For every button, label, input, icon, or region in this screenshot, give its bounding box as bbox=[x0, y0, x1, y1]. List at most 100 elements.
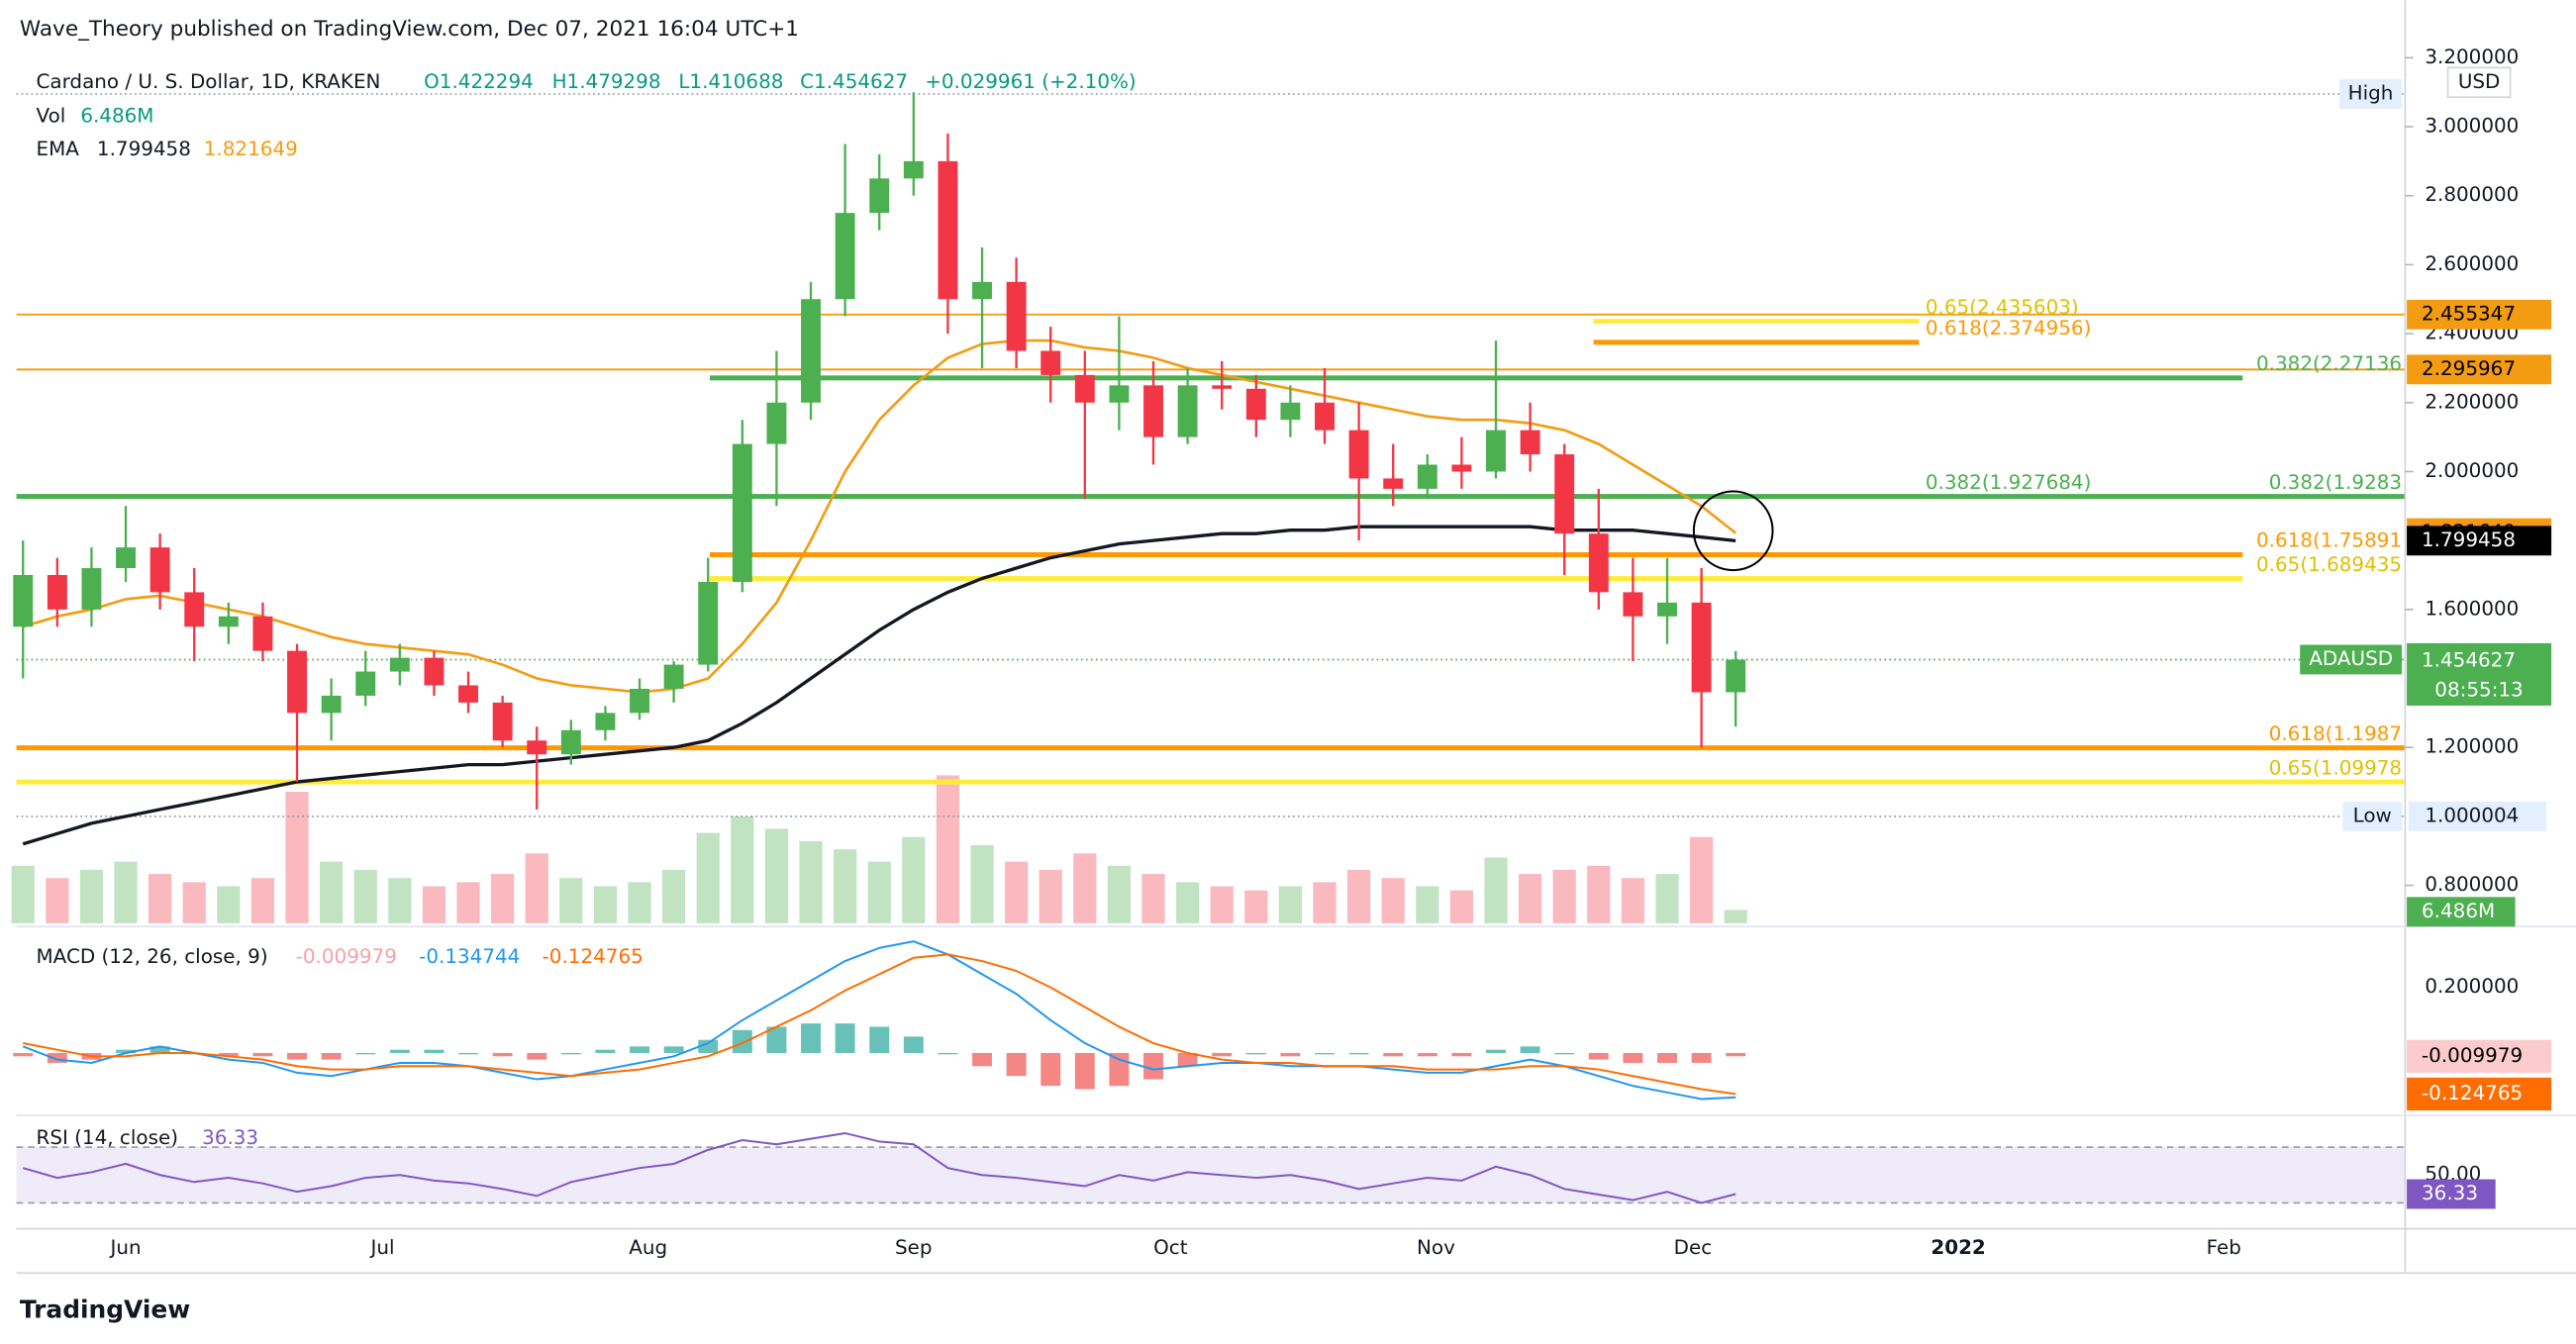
macd-hist-bar bbox=[560, 1052, 581, 1055]
macd-hist-bar bbox=[1143, 1052, 1163, 1080]
annotation-circle bbox=[1692, 490, 1774, 572]
macd-signal bbox=[23, 953, 1736, 1096]
volume-bar bbox=[217, 886, 241, 923]
level-label: 0.65(1.09978 bbox=[2269, 756, 2402, 779]
level-label: 0.382(1.9283 bbox=[2269, 471, 2402, 494]
candle-body bbox=[424, 657, 445, 686]
volume-bar bbox=[1655, 874, 1679, 923]
macd-hist-bar bbox=[13, 1052, 34, 1057]
candle-body bbox=[389, 657, 410, 672]
volume-bar bbox=[114, 861, 138, 923]
candle-body bbox=[149, 547, 170, 593]
y-tick-label: 1.200000 bbox=[2425, 735, 2519, 758]
y-tick-label: 2.800000 bbox=[2425, 183, 2519, 206]
candle-body bbox=[355, 671, 376, 696]
candle-body bbox=[1074, 374, 1095, 403]
candle-body bbox=[560, 729, 581, 755]
macd-hist-bar bbox=[1451, 1052, 1472, 1057]
x-tick-label: Aug bbox=[629, 1236, 667, 1259]
volume-bar bbox=[1484, 857, 1508, 923]
candle-body bbox=[1245, 388, 1266, 421]
macd-hist-bar bbox=[321, 1052, 342, 1060]
vol-value: 6.486M bbox=[80, 105, 153, 128]
volume-bar bbox=[456, 882, 480, 923]
candle-body bbox=[1383, 478, 1404, 489]
price-badge: 2.455347 bbox=[2422, 302, 2516, 325]
y-tick-label: 0.800000 bbox=[2425, 873, 2519, 896]
ema-slow bbox=[22, 525, 1736, 846]
volume-bar bbox=[593, 886, 618, 923]
macd-hist-bar bbox=[1212, 1052, 1233, 1057]
x-tick-label: Dec bbox=[1674, 1236, 1713, 1259]
rsi-value: 36.33 bbox=[202, 1126, 258, 1149]
volume-bar bbox=[250, 878, 275, 923]
candle-body bbox=[1554, 454, 1575, 534]
symbol-badge: ADAUSD bbox=[2309, 647, 2393, 670]
macd-hist-bar bbox=[1691, 1052, 1712, 1063]
rsi-badge-bg bbox=[2407, 1179, 2496, 1209]
volume-bar bbox=[1724, 910, 1747, 923]
macd-signal-value: -0.124765 bbox=[543, 945, 644, 968]
macd-hist-bar bbox=[1040, 1052, 1061, 1087]
macd-hist-bar bbox=[1109, 1052, 1130, 1087]
level-label: 0.618(2.374956) bbox=[1926, 317, 2092, 339]
volume-bar bbox=[628, 882, 651, 923]
macd-hist-bar bbox=[1245, 1052, 1266, 1055]
ema-value: 1.821649 bbox=[204, 138, 298, 160]
level-label: 0.618(1.75891 bbox=[2256, 529, 2402, 552]
candle-body bbox=[81, 568, 102, 610]
volume-bar bbox=[1039, 869, 1062, 923]
macd-hist-bar bbox=[1623, 1052, 1643, 1063]
y-tick-label: 2.000000 bbox=[2425, 459, 2519, 482]
low-label: Low bbox=[2353, 804, 2392, 826]
volume-bar bbox=[1449, 890, 1474, 923]
macd-hist-bar bbox=[527, 1052, 547, 1060]
volume-bar bbox=[1313, 882, 1337, 923]
macd-badge-bg bbox=[2407, 1077, 2552, 1110]
volume-bar bbox=[1210, 886, 1234, 923]
macd-hist-bar bbox=[1554, 1052, 1575, 1055]
ema-value: 1.799458 bbox=[97, 138, 191, 160]
y-tick-label: 3.000000 bbox=[2425, 115, 2519, 138]
x-tick-label: Jul bbox=[369, 1236, 395, 1259]
macd-hist-bar bbox=[1486, 1049, 1506, 1053]
x-tick-label: Nov bbox=[1417, 1236, 1455, 1259]
volume-bar bbox=[833, 849, 857, 923]
x-tick-label: 2022 bbox=[1931, 1236, 1985, 1259]
currency-bg bbox=[2446, 66, 2512, 99]
macd-hist-bar bbox=[1006, 1052, 1027, 1077]
volume-bar bbox=[1381, 878, 1405, 923]
volume-bar bbox=[1689, 836, 1714, 923]
macd-hist-bar bbox=[1383, 1052, 1404, 1057]
candle-body bbox=[47, 574, 67, 610]
volume-bar bbox=[1004, 861, 1029, 923]
macd-hist-value: -0.009979 bbox=[296, 945, 397, 968]
candle-body bbox=[1486, 430, 1506, 472]
volume-bar bbox=[936, 775, 960, 923]
high-label: High bbox=[2348, 81, 2394, 104]
price-badge: 2.295967 bbox=[2422, 357, 2516, 380]
ohlc-high: H1.479298 bbox=[552, 70, 661, 93]
candle-body bbox=[1657, 602, 1677, 617]
macd-hist-bar bbox=[801, 1023, 821, 1053]
volume-bar bbox=[46, 878, 69, 923]
ema-fast bbox=[22, 338, 1737, 694]
macd-hist-bar bbox=[903, 1036, 924, 1053]
macd-hist-bar bbox=[1315, 1052, 1335, 1055]
macd-hist-bar bbox=[698, 1039, 719, 1053]
brand: TradingView bbox=[20, 1296, 190, 1324]
candle-body bbox=[1451, 464, 1472, 472]
x-tick-label: Oct bbox=[1153, 1236, 1188, 1259]
macd-hist-bar bbox=[972, 1052, 992, 1067]
macd-hist-bar bbox=[595, 1049, 616, 1053]
candle-body bbox=[252, 616, 273, 651]
macd-hist-bar bbox=[218, 1052, 239, 1057]
candle-body bbox=[595, 713, 616, 730]
candle-body bbox=[801, 299, 821, 403]
macd-hist-bar bbox=[1520, 1046, 1540, 1053]
candle-body bbox=[1417, 464, 1437, 489]
macd-hist-bar bbox=[766, 1026, 787, 1053]
ohlc-close: C1.454627 bbox=[800, 70, 908, 93]
